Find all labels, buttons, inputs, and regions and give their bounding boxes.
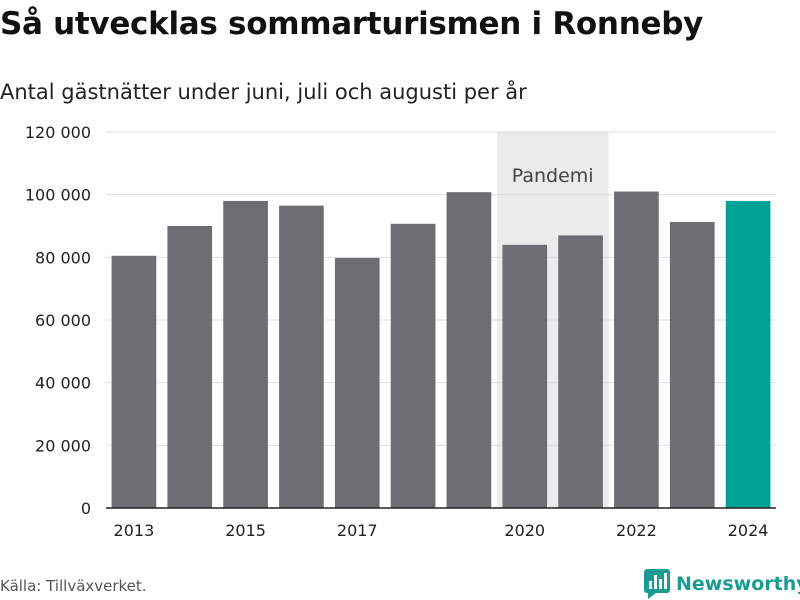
bar-2016 <box>279 205 324 508</box>
x-tick-label: 2024 <box>728 521 769 540</box>
bar-2022 <box>614 191 659 509</box>
y-tick-label: 0 <box>81 499 91 518</box>
x-tick-label: 2017 <box>337 521 378 540</box>
bar-2024 <box>725 200 771 508</box>
bar-2020 <box>502 244 548 509</box>
x-tick-label: 2013 <box>114 521 155 540</box>
y-tick-label: 100 000 <box>25 186 91 205</box>
source-note: Källa: Tillväxverket. <box>0 577 147 595</box>
bar-2017 <box>334 257 380 508</box>
bar-2021 <box>558 235 603 508</box>
bar-chart: Pandemi 0 20 000 40 000 60 000 80 000 100 000… <box>25 123 776 540</box>
x-tick-label: 2020 <box>504 521 545 540</box>
bar-2014 <box>167 226 213 508</box>
y-tick-label: 40 000 <box>35 374 91 393</box>
brand-name: Newsworthy <box>676 573 800 595</box>
y-tick-label: 60 000 <box>35 311 91 330</box>
y-tick-label: 80 000 <box>35 248 91 267</box>
bar-2023 <box>669 221 715 508</box>
bars <box>106 191 776 509</box>
chart-title: Så utvecklas sommarturismen i Ronneby <box>0 6 703 42</box>
bar-2019 <box>446 192 492 508</box>
bar-2015 <box>223 200 268 508</box>
brand-logo: Newsworthy <box>644 568 800 600</box>
x-tick-label: 2022 <box>616 521 657 540</box>
bar-2013 <box>111 255 157 508</box>
newsworthy-logo-icon <box>644 569 670 599</box>
grid-lines <box>106 131 776 446</box>
x-tick-label: 2015 <box>225 521 266 540</box>
pandemic-label: Pandemi <box>512 165 594 187</box>
x-axis-labels: 2013 2015 2017 2020 2022 2024 <box>114 521 769 540</box>
bar-2018 <box>390 223 436 508</box>
y-axis-labels: 0 20 000 40 000 60 000 80 000 100 000 120 000 <box>25 123 91 518</box>
y-tick-label: 120 000 <box>25 123 91 142</box>
y-tick-label: 20 000 <box>35 436 91 455</box>
chart-subtitle: Antal gästnätter under juni, juli och au… <box>0 80 527 104</box>
